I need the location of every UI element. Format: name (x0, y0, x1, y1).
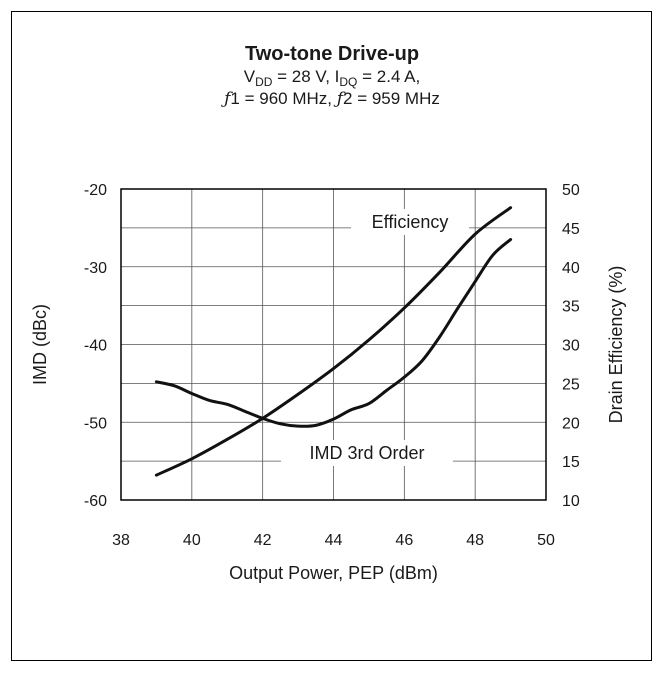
f2-text: 2 = 959 MHz (343, 89, 440, 108)
vdd-subscript: DD (255, 75, 273, 89)
x-tick-label: 38 (112, 532, 130, 549)
y-left-tick-label: -40 (84, 338, 107, 355)
plot-area (120, 188, 547, 501)
f1-text: 1 = 960 MHz, (230, 89, 337, 108)
tick-layer: 38 40 42 44 46 48 50 10 15 20 25 30 35 40 45 50 -60 -50 -4… (84, 182, 580, 549)
x-tick-label: 50 (537, 532, 555, 549)
y-right-tick-label: 50 (562, 182, 580, 199)
vdd-symbol: V (243, 67, 256, 86)
y-right-tick-label: 15 (562, 454, 580, 471)
figure-frame (11, 11, 652, 661)
f2-symbol: ƒ (336, 89, 344, 109)
x-tick-label: 42 (254, 532, 272, 549)
idq-subscript: DQ (339, 75, 358, 89)
imd-3rd-order-series-line (154, 238, 513, 428)
y-left-tick-label: -20 (84, 182, 107, 199)
efficiency-series-label-background (351, 209, 469, 235)
y-right-tick-label: 25 (562, 376, 580, 393)
x-tick-label: 44 (325, 532, 343, 549)
efficiency-series-line (154, 206, 513, 477)
y-right-tick-label: 35 (562, 299, 580, 316)
chart-subtitle-line-2: ƒ1 = 960 MHz, ƒ2 = 959 MHz (0, 89, 664, 109)
x-tick-label: 40 (183, 532, 201, 549)
y-right-axis-label: Drain Efficiency (%) (606, 266, 626, 424)
idq-value: = 2.4 A, (357, 67, 421, 86)
idq-symbol: I (334, 67, 340, 86)
x-tick-label: 46 (395, 532, 413, 549)
imd-3rd-order-series-label: IMD 3rd Order (309, 443, 424, 463)
chart-subtitle-line-1: VDD = 28 V, IDQ = 2.4 A, (0, 67, 664, 89)
y-right-tick-label: 30 (562, 338, 580, 355)
vdd-value: = 28 V, (272, 67, 335, 86)
imd-3rd-order-series-label-background (281, 440, 453, 466)
label-layer: Efficiency IMD 3rd Order Output Power, PEP… (30, 209, 626, 583)
y-left-tick-label: -60 (84, 493, 107, 510)
y-left-axis-label: IMD (dBc) (30, 304, 50, 385)
y-right-tick-label: 10 (562, 493, 580, 510)
y-left-tick-label: -30 (84, 260, 107, 277)
f1-symbol: ƒ (224, 89, 231, 109)
y-right-tick-label: 45 (562, 221, 580, 238)
y-right-tick-label: 20 (562, 415, 580, 432)
x-tick-label: 48 (466, 532, 484, 549)
efficiency-series-label: Efficiency (372, 212, 449, 232)
y-right-tick-label: 40 (562, 260, 580, 277)
series-layer (154, 206, 513, 477)
chart-title: Two-tone Drive-up (244, 43, 420, 65)
y-left-tick-label: -50 (84, 415, 107, 432)
x-axis-label: Output Power, PEP (dBm) (229, 563, 438, 583)
